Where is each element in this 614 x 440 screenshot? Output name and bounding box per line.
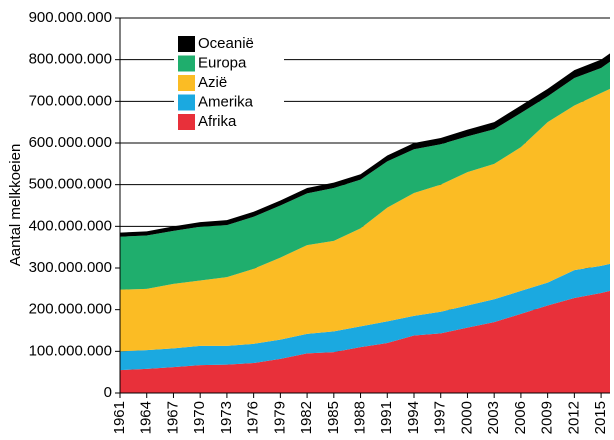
x-tick-label: 1967 <box>164 401 181 434</box>
x-tick-label: 2015 <box>592 401 609 434</box>
legend-swatch <box>178 36 195 52</box>
x-tick-label: 2003 <box>485 401 502 434</box>
x-tick-label: 2012 <box>565 401 582 434</box>
y-tick-label: 900.000.000 <box>29 9 112 26</box>
y-tick-label: 300.000.000 <box>29 259 112 276</box>
y-tick-label: 800.000.000 <box>29 51 112 68</box>
x-tick-label: 1964 <box>138 401 155 434</box>
x-tick-label: 1985 <box>325 401 342 434</box>
legend-swatch <box>178 114 195 130</box>
legend-label: Afrika <box>198 113 237 130</box>
x-tick-label: 1982 <box>298 401 315 434</box>
y-tick-label: 100.000.000 <box>29 342 112 359</box>
area <box>120 263 610 371</box>
x-tick-label: 1991 <box>378 401 395 434</box>
x-tick-label: 2006 <box>512 401 529 434</box>
legend-label: Amerika <box>198 93 254 110</box>
y-tick-label: 400.000.000 <box>29 217 112 234</box>
y-tick-label: 700.000.000 <box>29 92 112 109</box>
area <box>120 61 610 290</box>
y-tick-label: 200.000.000 <box>29 301 112 318</box>
x-tick-label: 2009 <box>539 401 556 434</box>
x-tick-label: 1997 <box>432 401 449 434</box>
y-tick-label: 500.000.000 <box>29 176 112 193</box>
area <box>120 290 610 393</box>
y-tick-label: 600.000.000 <box>29 134 112 151</box>
x-tick-label: 1976 <box>245 401 262 434</box>
legend-swatch <box>178 75 195 91</box>
legend-label: Azië <box>198 74 227 91</box>
x-tick-label: 1979 <box>271 401 288 434</box>
legend-swatch <box>178 94 195 111</box>
y-axis-label: Aantal melkkoeien <box>7 144 24 267</box>
x-tick-label: 1988 <box>352 401 369 434</box>
x-tick-label: 2000 <box>458 401 475 434</box>
y-tick-label: 0 <box>104 384 112 401</box>
area <box>120 88 610 352</box>
legend-label: Oceanië <box>198 35 254 52</box>
x-tick-label: 1970 <box>191 401 208 434</box>
x-tick-label: 1994 <box>405 401 422 434</box>
x-tick-label: 1973 <box>218 401 235 434</box>
x-tick-label: 1961 <box>111 401 128 434</box>
legend-swatch <box>178 55 195 72</box>
legend-label: Europa <box>198 54 247 71</box>
